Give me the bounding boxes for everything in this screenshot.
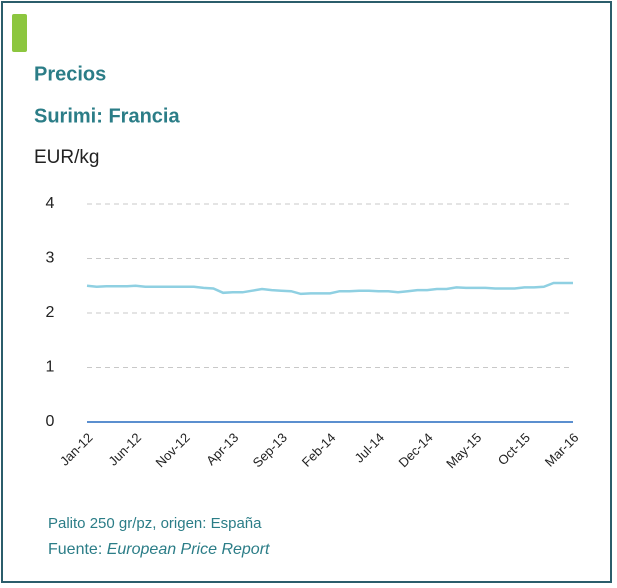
- subtitle: Surimi: Francia: [34, 105, 180, 127]
- y-tick-label: 3: [46, 250, 55, 267]
- source: Fuente: European Price Report: [48, 541, 270, 558]
- source-name: European Price Report: [107, 541, 270, 558]
- x-tick-label: Jul-14: [351, 430, 387, 466]
- source-prefix: Fuente:: [48, 541, 102, 558]
- y-axis-label: EUR/kg: [34, 147, 99, 168]
- x-tick-label: Mar-16: [542, 430, 582, 470]
- y-tick-label: 4: [46, 195, 55, 212]
- title: Precios: [34, 63, 106, 85]
- y-tick-label: 2: [46, 304, 55, 321]
- x-tick-label: Dec-14: [396, 430, 436, 470]
- price-line: [86, 281, 573, 296]
- y-tick-label: 0: [46, 413, 55, 430]
- x-tick-label: Feb-14: [299, 430, 339, 470]
- x-tick-label: Sep-13: [250, 430, 290, 470]
- x-tick-label: Oct-15: [495, 430, 533, 468]
- note: Palito 250 gr/pz, origen: España: [48, 515, 262, 532]
- y-tick-label: 1: [46, 359, 55, 376]
- accent-tab: [12, 14, 27, 52]
- x-tick-label: Jun-12: [105, 430, 144, 469]
- x-tick-label: Nov-12: [153, 430, 193, 470]
- x-tick-label: Jan-12: [57, 430, 96, 469]
- x-tick-label: May-15: [443, 430, 484, 471]
- x-tick-label: Apr-13: [203, 430, 241, 468]
